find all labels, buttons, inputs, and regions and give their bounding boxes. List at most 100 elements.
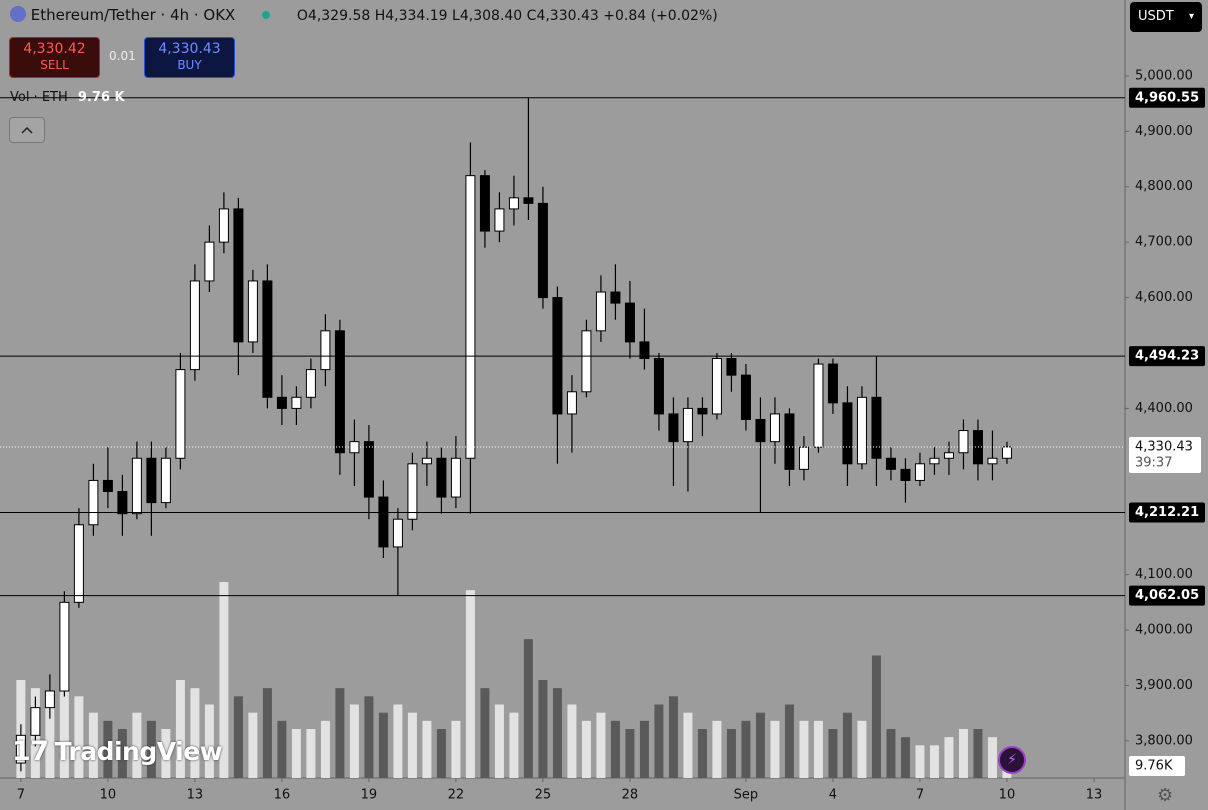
candle-body xyxy=(537,202,548,299)
volume-bar xyxy=(958,729,968,778)
level-label: 4,960.55 xyxy=(1135,90,1199,105)
volume-bar xyxy=(581,720,591,778)
volume-bar xyxy=(59,663,69,778)
candle-body xyxy=(146,457,157,504)
volume-bar xyxy=(219,582,229,778)
currency-select[interactable]: USDT ▾ xyxy=(1130,2,1202,32)
y-tick-label: 4,600.00 xyxy=(1135,290,1193,305)
candle-body xyxy=(378,496,389,548)
x-tick-label: 16 xyxy=(274,788,291,803)
volume-bar xyxy=(146,720,156,778)
y-tick-label: 4,400.00 xyxy=(1135,401,1193,416)
volume-bar xyxy=(103,720,113,778)
volume-bar xyxy=(871,655,881,778)
volume-badge xyxy=(1129,756,1185,776)
candle-body xyxy=(871,396,882,459)
volume-bar xyxy=(799,720,809,778)
x-tick-label: 25 xyxy=(535,788,552,803)
volume-bar xyxy=(755,712,765,778)
candle-body xyxy=(900,468,911,481)
candle-body xyxy=(755,418,766,443)
volume-bar xyxy=(683,712,693,778)
ohlc-value: 4,334.19 xyxy=(385,8,448,24)
y-tick-label: 3,900.00 xyxy=(1135,678,1193,693)
volume-bar xyxy=(770,720,780,778)
x-tick-label: 7 xyxy=(916,788,924,803)
volume-bar xyxy=(828,729,838,778)
volume-bar xyxy=(886,729,896,778)
volume-bar xyxy=(74,696,84,778)
volume-bar xyxy=(726,729,736,778)
y-tick-label: 4,700.00 xyxy=(1135,235,1193,250)
buy-button[interactable]: 4,330.43 BUY xyxy=(144,37,235,78)
ohlc-key: C xyxy=(526,8,537,24)
volume-bar xyxy=(842,712,852,778)
y-tick-label: 3,800.00 xyxy=(1135,733,1193,748)
volume-bar xyxy=(712,720,722,778)
volume-bar xyxy=(277,720,287,778)
volume-bar xyxy=(436,729,446,778)
buy-price: 4,330.43 xyxy=(158,41,221,57)
settings-icon[interactable]: ⚙ xyxy=(1157,785,1174,806)
ohlc-key: L xyxy=(452,8,460,24)
candle-body xyxy=(15,734,26,764)
volume-bar xyxy=(900,737,910,778)
buy-label: BUY xyxy=(177,58,202,72)
symbol: Ethereum/Tether · 4h · OKX xyxy=(30,6,236,24)
volume-bar xyxy=(364,696,374,778)
sell-label: SELL xyxy=(40,58,69,72)
volume-bar xyxy=(320,720,330,778)
x-tick-label: 10 xyxy=(999,788,1016,803)
change: +0.84 (+0.02%) xyxy=(603,8,718,24)
volume-bar xyxy=(668,696,678,778)
y-tick-label: 4,100.00 xyxy=(1135,567,1193,582)
volume-bar xyxy=(291,729,301,778)
candle-body xyxy=(276,396,287,409)
candle-body xyxy=(494,208,505,232)
volume-bar xyxy=(813,720,823,778)
volume-bar xyxy=(654,704,664,778)
candle-body xyxy=(436,457,447,498)
candle-body xyxy=(465,175,476,459)
y-tick-label: 5,000.00 xyxy=(1135,68,1193,83)
candle-body xyxy=(247,280,258,343)
candle-body xyxy=(117,491,128,515)
candle-body xyxy=(407,463,418,520)
x-tick-label: 7 xyxy=(17,788,25,803)
status-dot xyxy=(262,11,271,19)
countdown: 39:37 xyxy=(1135,455,1172,470)
volume-bar xyxy=(248,712,258,778)
candle-body xyxy=(523,197,534,204)
candle-body xyxy=(958,430,969,454)
x-tick-label: 10 xyxy=(100,788,117,803)
symbol-legend: Ethereum/Tether · 4h · OKX O4,329.58 H4,… xyxy=(10,6,718,24)
y-tick-label: 4,900.00 xyxy=(1135,124,1193,139)
spread: 0.01 xyxy=(109,49,136,63)
x-tick-label: 4 xyxy=(829,788,837,803)
candle-body xyxy=(305,369,316,398)
volume-bar xyxy=(929,745,939,778)
x-tick-label: 13 xyxy=(187,788,204,803)
volume-last-label: 9.76K xyxy=(1135,759,1173,774)
candle-body xyxy=(566,391,577,415)
candle-body xyxy=(450,457,461,498)
candle-body xyxy=(392,518,403,548)
collapse-button[interactable] xyxy=(9,117,45,143)
volume-bar xyxy=(175,680,185,778)
candle-body xyxy=(798,446,809,470)
candle-body xyxy=(160,457,171,504)
candle-body xyxy=(827,363,838,404)
level-badge xyxy=(1129,87,1205,108)
volume-bar xyxy=(697,729,707,778)
flash-button[interactable]: ⚡ xyxy=(998,746,1026,774)
candle-body xyxy=(131,457,142,515)
ohlc-legend: O4,329.58 H4,334.19 L4,308.40 C4,330.43 … xyxy=(297,8,718,24)
sell-button[interactable]: 4,330.42 SELL xyxy=(9,37,100,78)
x-tick-label: 28 xyxy=(622,788,639,803)
candle-body xyxy=(653,358,664,415)
volume-bar xyxy=(973,729,983,778)
ohlc-value: 4,330.43 xyxy=(536,8,599,24)
ohlc-key: O xyxy=(296,8,308,24)
logo: 17 TradingView xyxy=(12,736,223,767)
